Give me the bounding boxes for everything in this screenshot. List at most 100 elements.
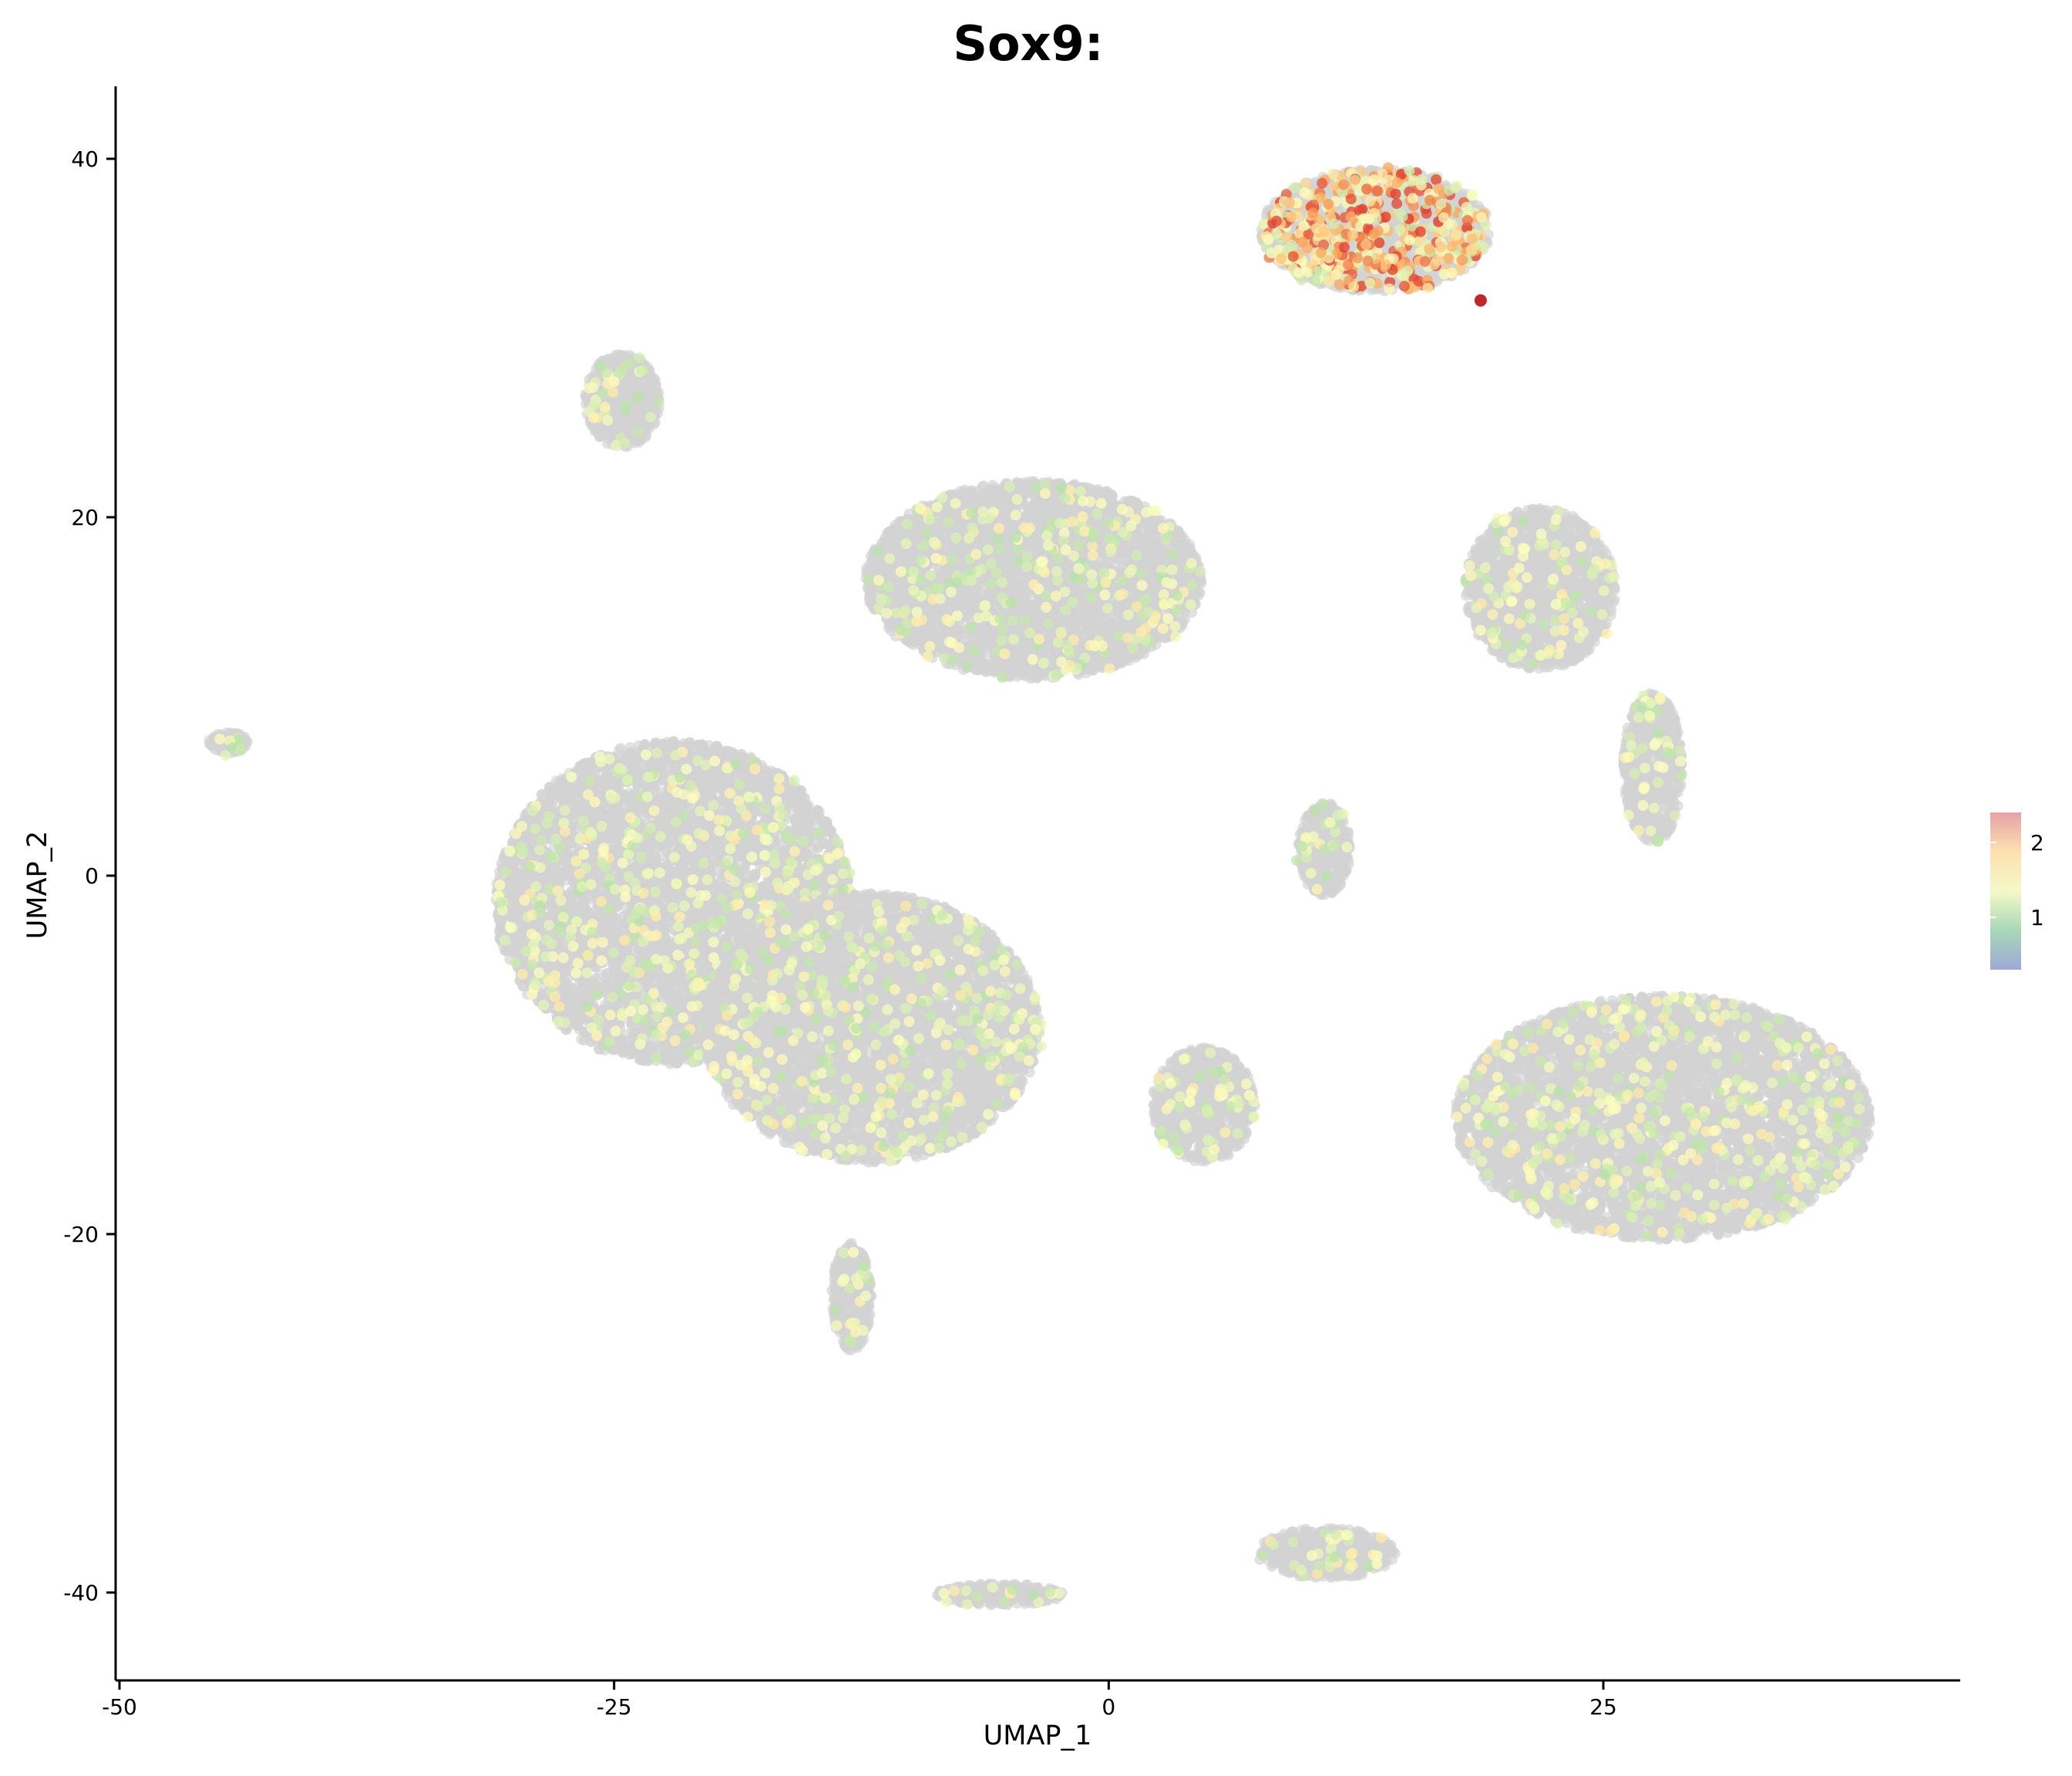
point xyxy=(1391,177,1403,188)
point xyxy=(1299,187,1310,198)
point xyxy=(1317,177,1328,189)
point xyxy=(1368,228,1380,240)
point xyxy=(1447,267,1458,279)
point xyxy=(1362,255,1374,267)
point xyxy=(599,402,610,412)
point xyxy=(1270,228,1282,240)
point xyxy=(1422,282,1434,294)
point xyxy=(1398,281,1410,292)
point xyxy=(1443,253,1455,264)
point xyxy=(1360,239,1371,251)
point xyxy=(1334,264,1344,276)
point xyxy=(1364,195,1376,207)
point xyxy=(1339,241,1350,253)
point xyxy=(607,386,619,398)
point xyxy=(1319,226,1330,237)
point xyxy=(1287,251,1299,262)
point xyxy=(587,382,599,393)
point xyxy=(588,399,600,411)
point xyxy=(1327,168,1339,180)
point xyxy=(595,360,607,372)
point xyxy=(617,362,628,374)
point xyxy=(1404,165,1415,177)
point xyxy=(1394,224,1406,235)
point xyxy=(1397,211,1408,223)
point xyxy=(1451,229,1462,240)
point xyxy=(1465,244,1477,255)
point xyxy=(1384,283,1395,294)
point xyxy=(653,396,664,408)
point xyxy=(619,438,631,449)
point xyxy=(1390,188,1401,200)
point xyxy=(1475,211,1487,223)
point xyxy=(1297,237,1308,248)
point xyxy=(1380,211,1391,223)
point xyxy=(1401,265,1413,277)
point xyxy=(1431,174,1442,185)
point xyxy=(1347,230,1358,241)
point xyxy=(632,392,644,403)
point xyxy=(1328,218,1340,230)
point xyxy=(1446,240,1458,252)
point xyxy=(1351,252,1363,264)
point xyxy=(645,412,656,423)
point xyxy=(1391,198,1403,210)
point xyxy=(636,365,648,377)
point xyxy=(1349,174,1361,186)
point xyxy=(1284,197,1295,208)
point xyxy=(1276,253,1287,264)
point xyxy=(1307,259,1318,271)
point xyxy=(588,412,600,423)
point xyxy=(1368,207,1380,219)
point xyxy=(1371,185,1383,197)
point xyxy=(1315,247,1327,258)
point xyxy=(1449,182,1461,193)
point xyxy=(1419,256,1431,267)
point xyxy=(1286,211,1297,223)
cluster-top xyxy=(1256,162,1494,297)
point xyxy=(1432,255,1444,267)
point xyxy=(1462,214,1473,226)
point xyxy=(1361,183,1372,195)
point xyxy=(1424,243,1435,254)
point xyxy=(1307,207,1319,219)
points-layer xyxy=(204,162,1875,1610)
point xyxy=(1364,278,1376,288)
point xyxy=(1466,233,1478,244)
point xyxy=(1266,247,1277,259)
point xyxy=(1298,220,1310,231)
point xyxy=(1343,259,1354,271)
point xyxy=(597,388,609,399)
point xyxy=(1433,183,1445,194)
point xyxy=(621,404,632,415)
point xyxy=(1289,182,1300,193)
point xyxy=(1345,193,1357,205)
point xyxy=(1416,173,1428,185)
cluster-upper-left-small xyxy=(580,349,664,452)
cluster-upper-middle xyxy=(860,476,1207,684)
point xyxy=(1404,234,1415,246)
point xyxy=(1435,241,1447,253)
point xyxy=(634,352,645,364)
point xyxy=(641,383,653,395)
point xyxy=(1414,226,1426,237)
chart-title: Sox9: xyxy=(953,15,1103,72)
point xyxy=(1438,212,1449,224)
point xyxy=(1461,201,1472,213)
point xyxy=(1334,279,1345,291)
point xyxy=(1310,275,1321,287)
point xyxy=(632,426,644,438)
point xyxy=(1407,193,1418,204)
point xyxy=(1377,168,1388,180)
point xyxy=(602,415,614,426)
point xyxy=(1456,254,1468,266)
point xyxy=(1271,215,1282,227)
point xyxy=(1467,190,1478,201)
point xyxy=(1345,211,1357,223)
point xyxy=(1281,231,1292,243)
point xyxy=(610,439,622,451)
point xyxy=(1338,179,1350,190)
point xyxy=(633,380,644,392)
point xyxy=(1424,194,1435,206)
